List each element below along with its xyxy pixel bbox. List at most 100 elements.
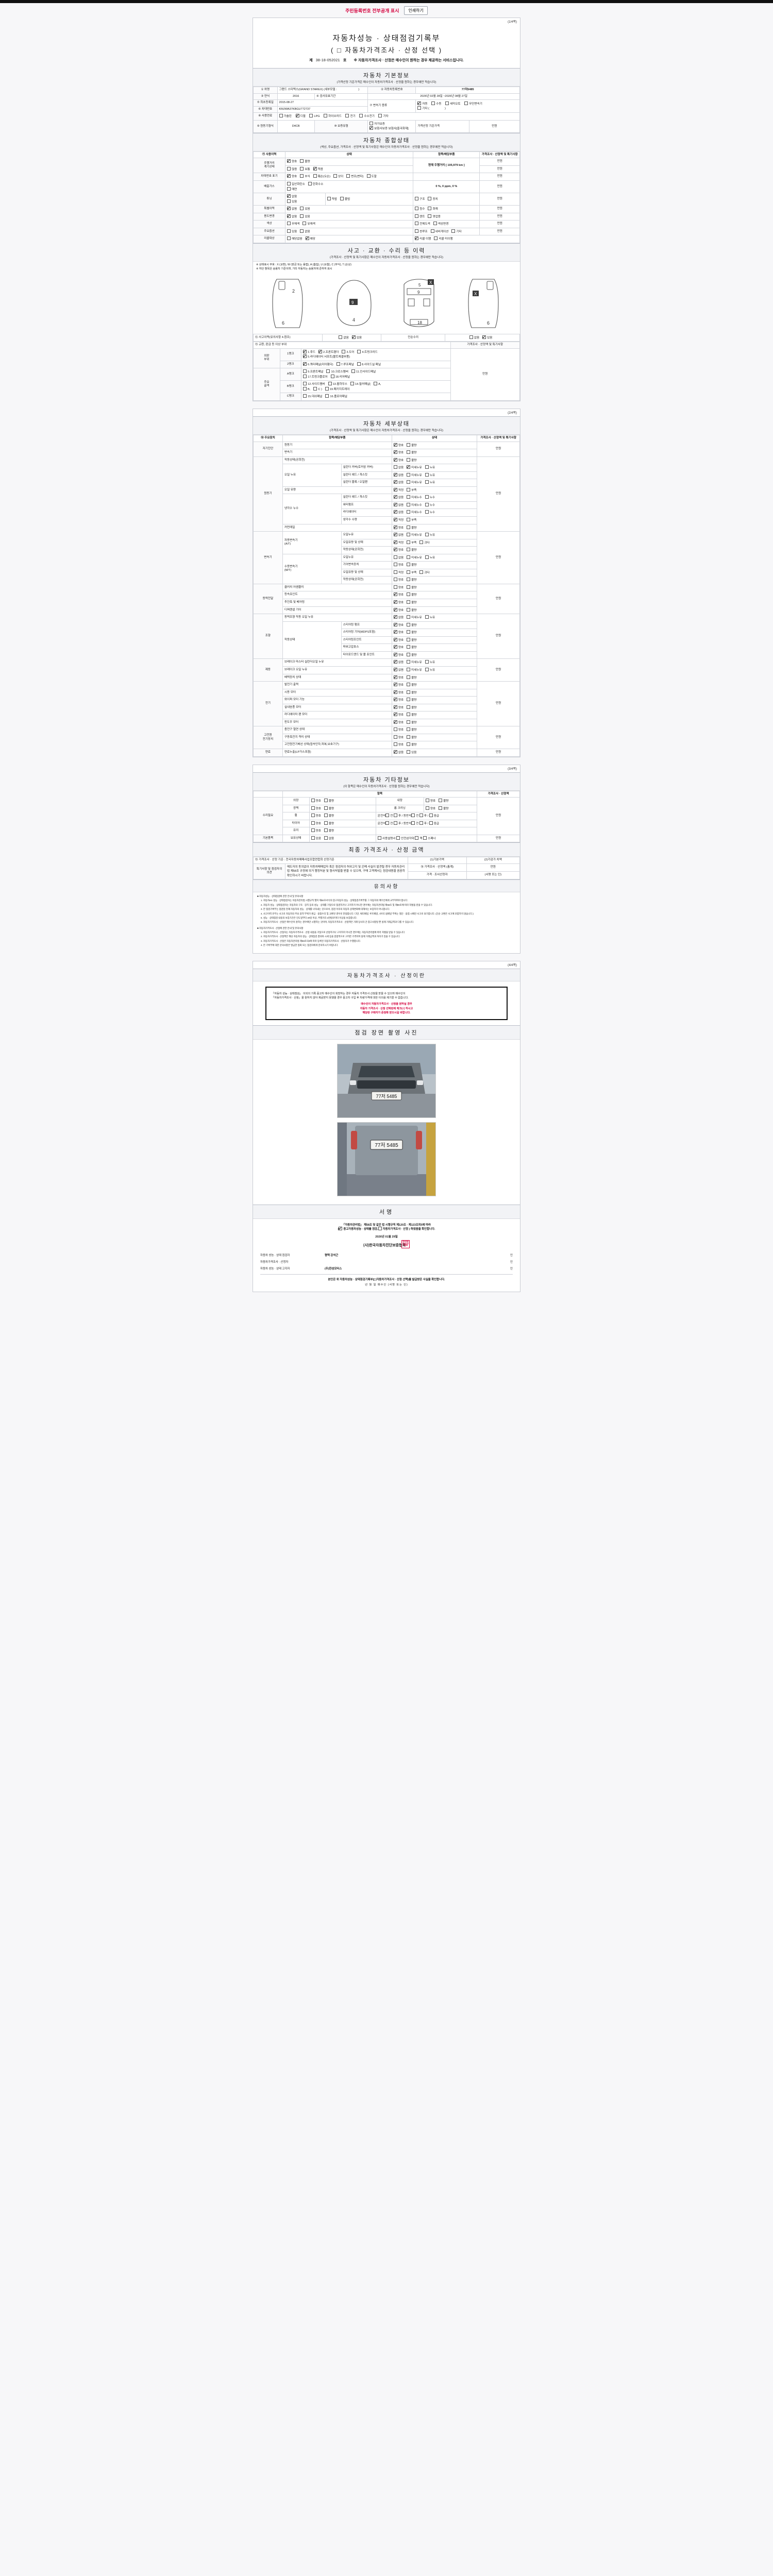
state-option[interactable]: 양호 (393, 713, 404, 718)
fuel-opt-lpg[interactable]: LPG (309, 114, 320, 119)
value-warranty[interactable]: 자가보증 보험사보증 보험사[흥국화재] (367, 120, 416, 133)
device-state[interactable]: 양호 불량 (391, 643, 478, 652)
state-option[interactable]: 양호 (393, 630, 404, 635)
state-option[interactable]: 불량 (407, 690, 416, 696)
device-state[interactable]: 양호 불량 (391, 741, 478, 749)
state-option[interactable]: 미세누수 (407, 495, 422, 500)
tuning-legal[interactable]: 적법 불법 (325, 193, 414, 206)
state-option[interactable]: 미세누유 (407, 555, 422, 561)
state-option[interactable]: 없음 (393, 472, 404, 478)
state-option[interactable]: 부족 (407, 518, 416, 523)
state-option[interactable]: 미세누유 (407, 667, 422, 673)
options-state[interactable]: 있음 없음 (285, 227, 414, 236)
device-state[interactable]: 양호 불량 (391, 718, 478, 727)
tx-opt-cvt[interactable]: 무단변속기 (464, 101, 482, 107)
state-option[interactable]: 양호 (393, 578, 404, 583)
device-state[interactable]: 양호 불량 (391, 726, 478, 734)
device-state[interactable]: 양호 불량 (391, 456, 478, 465)
device-state[interactable]: 양호 불량 (391, 673, 478, 682)
device-state[interactable]: 없음 미세누유 누유 (391, 666, 478, 674)
state-option[interactable]: 미세누유 (407, 480, 422, 485)
device-state[interactable]: 없음 미세누유 누유 (391, 531, 478, 539)
odometer-state-2[interactable]: 많음 보통 적음 (285, 165, 414, 174)
state-option[interactable]: 불량 (407, 607, 416, 613)
state-option[interactable]: 불량 (407, 450, 416, 455)
state-option[interactable]: 불량 (407, 720, 416, 725)
state-option[interactable]: 양호 (393, 735, 404, 740)
state-option[interactable]: 불량 (407, 525, 416, 531)
device-state[interactable]: 양호 불량 (391, 523, 478, 532)
state-option[interactable]: 양호 (393, 585, 404, 590)
device-state[interactable]: 양호 불량 (391, 703, 478, 712)
fuel-opt-gasoline[interactable]: 가솔린 (279, 114, 292, 119)
simple-repair-opts[interactable]: 없음 있음 (445, 333, 520, 342)
device-state[interactable]: 없음 미세누수 누수 (391, 494, 478, 502)
device-state[interactable]: 양호 불량 (391, 733, 478, 742)
etc-b-basic-items[interactable]: 사용설명서 안전삼각대 잭 스패너 (375, 834, 478, 843)
state-option[interactable]: 불량 (407, 592, 416, 598)
state-option[interactable]: 적정 (393, 540, 404, 546)
state-option[interactable]: 없음 (393, 510, 404, 515)
state-option[interactable]: 불량 (407, 563, 416, 568)
state-option[interactable]: 양호 (393, 742, 404, 748)
state-option[interactable]: 부족 (407, 487, 416, 493)
state-option[interactable]: 양호 (393, 600, 404, 605)
accident-history-opts[interactable]: 없음 있음 (322, 333, 382, 342)
state-option[interactable]: 양호 (393, 652, 404, 658)
tx-opt-manual[interactable]: 수동 (431, 101, 441, 107)
etc-b-roomclean-opts[interactable]: 양호 불량 (423, 804, 478, 813)
state-option[interactable]: 부족 (407, 570, 416, 575)
state-option[interactable]: 누수 (425, 502, 435, 508)
state-option[interactable]: 미세누유 (407, 472, 422, 478)
state-option[interactable]: 없음 (393, 502, 404, 508)
state-option[interactable]: 미세누수 (407, 510, 422, 515)
state-option[interactable]: 양호 (393, 645, 404, 650)
state-option[interactable]: 양호 (393, 450, 404, 455)
tuning-state[interactable]: 없음 있음 (285, 193, 326, 206)
state-option[interactable]: 불량 (407, 578, 416, 583)
state-option[interactable]: 양호 (393, 675, 404, 681)
device-state[interactable]: 양호 불량 (391, 449, 478, 457)
state-option[interactable]: 불량 (407, 735, 416, 740)
color-state[interactable]: 무채색 유채색 (285, 220, 414, 228)
state-option[interactable]: 불량 (407, 683, 416, 688)
device-state[interactable]: 양호 불량 (391, 576, 478, 584)
state-option[interactable]: 적정 (393, 487, 404, 493)
usechange-state[interactable]: 없음 있음 (285, 212, 414, 221)
state-option[interactable]: 누유 (425, 660, 435, 665)
state-option[interactable]: 과다 (419, 570, 430, 575)
state-option[interactable]: 누유 (425, 667, 435, 673)
tx-opt-semiauto[interactable]: 세미오토 (445, 101, 461, 107)
device-state[interactable]: 적정 부족 (391, 516, 478, 524)
etc-a-glass-opts[interactable]: 양호 불량 (309, 827, 376, 835)
device-state[interactable]: 양호 불량 (391, 546, 478, 554)
state-option[interactable]: 불량 (407, 713, 416, 718)
state-option[interactable]: 없음 (393, 533, 404, 538)
transmission-options[interactable]: 자동 수동 세미오토 무단변속기 (417, 101, 518, 107)
etc-b-interior-opts[interactable]: 양호 불량 (423, 797, 478, 805)
device-state[interactable]: 양호 불량 (391, 606, 478, 615)
state-option[interactable]: 미세누수 (407, 502, 422, 508)
warranty-opt-self[interactable]: 자가보증 (369, 121, 385, 127)
recall-part[interactable]: 리콜 이행 리콜 미이행 (413, 235, 520, 243)
fuel-opt-fcev[interactable]: 수소전기 (359, 114, 375, 119)
device-state[interactable]: 양호 불량 (391, 681, 478, 689)
state-option[interactable]: 과다 (419, 540, 430, 546)
device-state[interactable]: 양호 불량 (391, 651, 478, 659)
state-option[interactable]: 양호 (393, 720, 404, 725)
device-state[interactable]: 적정 부족 과다 (391, 568, 478, 577)
state-option[interactable]: 양호 (393, 622, 404, 628)
tx-opt-auto[interactable]: 자동 (417, 101, 428, 107)
fuel-opt-ev[interactable]: 전기 (345, 114, 356, 119)
state-option[interactable]: 불량 (407, 705, 416, 710)
state-option[interactable]: 양호 (393, 637, 404, 643)
rank-b-items[interactable]: 12.사이드멤버 13.휠하우스 14.필러패널(A, B, C ) 19.패키지트레이 (301, 380, 451, 394)
state-option[interactable]: 없음 (393, 465, 404, 470)
state-option[interactable]: 없음 (393, 480, 404, 485)
state-option[interactable]: 미세누유 (407, 615, 422, 620)
device-state[interactable]: 없음 있음 (391, 748, 478, 757)
state-option[interactable]: 불량 (407, 630, 416, 635)
state-option[interactable]: 양호 (393, 705, 404, 710)
fuel-opt-diesel[interactable]: 디젤 (295, 114, 306, 119)
state-option[interactable]: 불량 (407, 698, 416, 703)
